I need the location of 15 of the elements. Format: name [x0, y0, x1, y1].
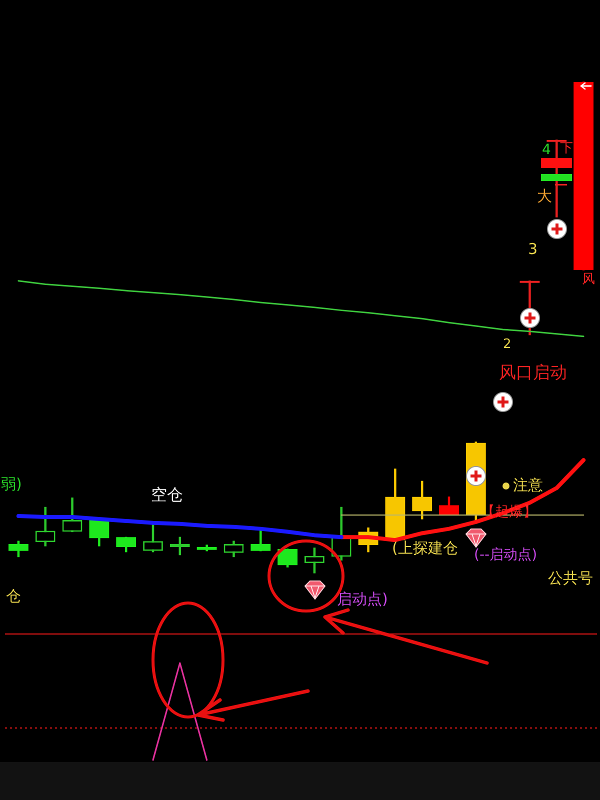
annotation: 注意 [513, 476, 543, 494]
annotation: 2 [503, 337, 512, 352]
annotation: 大 [537, 187, 552, 205]
annotation: 风 [582, 272, 595, 287]
annotation: 下 [560, 141, 573, 156]
annotation: 3 [528, 240, 538, 258]
annotation: 风口启动 [499, 363, 567, 383]
annotation: 公共号 [548, 569, 593, 587]
text: 仓 [6, 587, 21, 605]
annotation: (上探建仓 [392, 539, 458, 557]
annotation: 弱) [1, 475, 22, 493]
annotation: 空仓 [151, 485, 183, 504]
text: 启动点) [337, 590, 388, 608]
annotation: 4 [542, 142, 551, 158]
annotation: (--启动点) [474, 547, 538, 563]
